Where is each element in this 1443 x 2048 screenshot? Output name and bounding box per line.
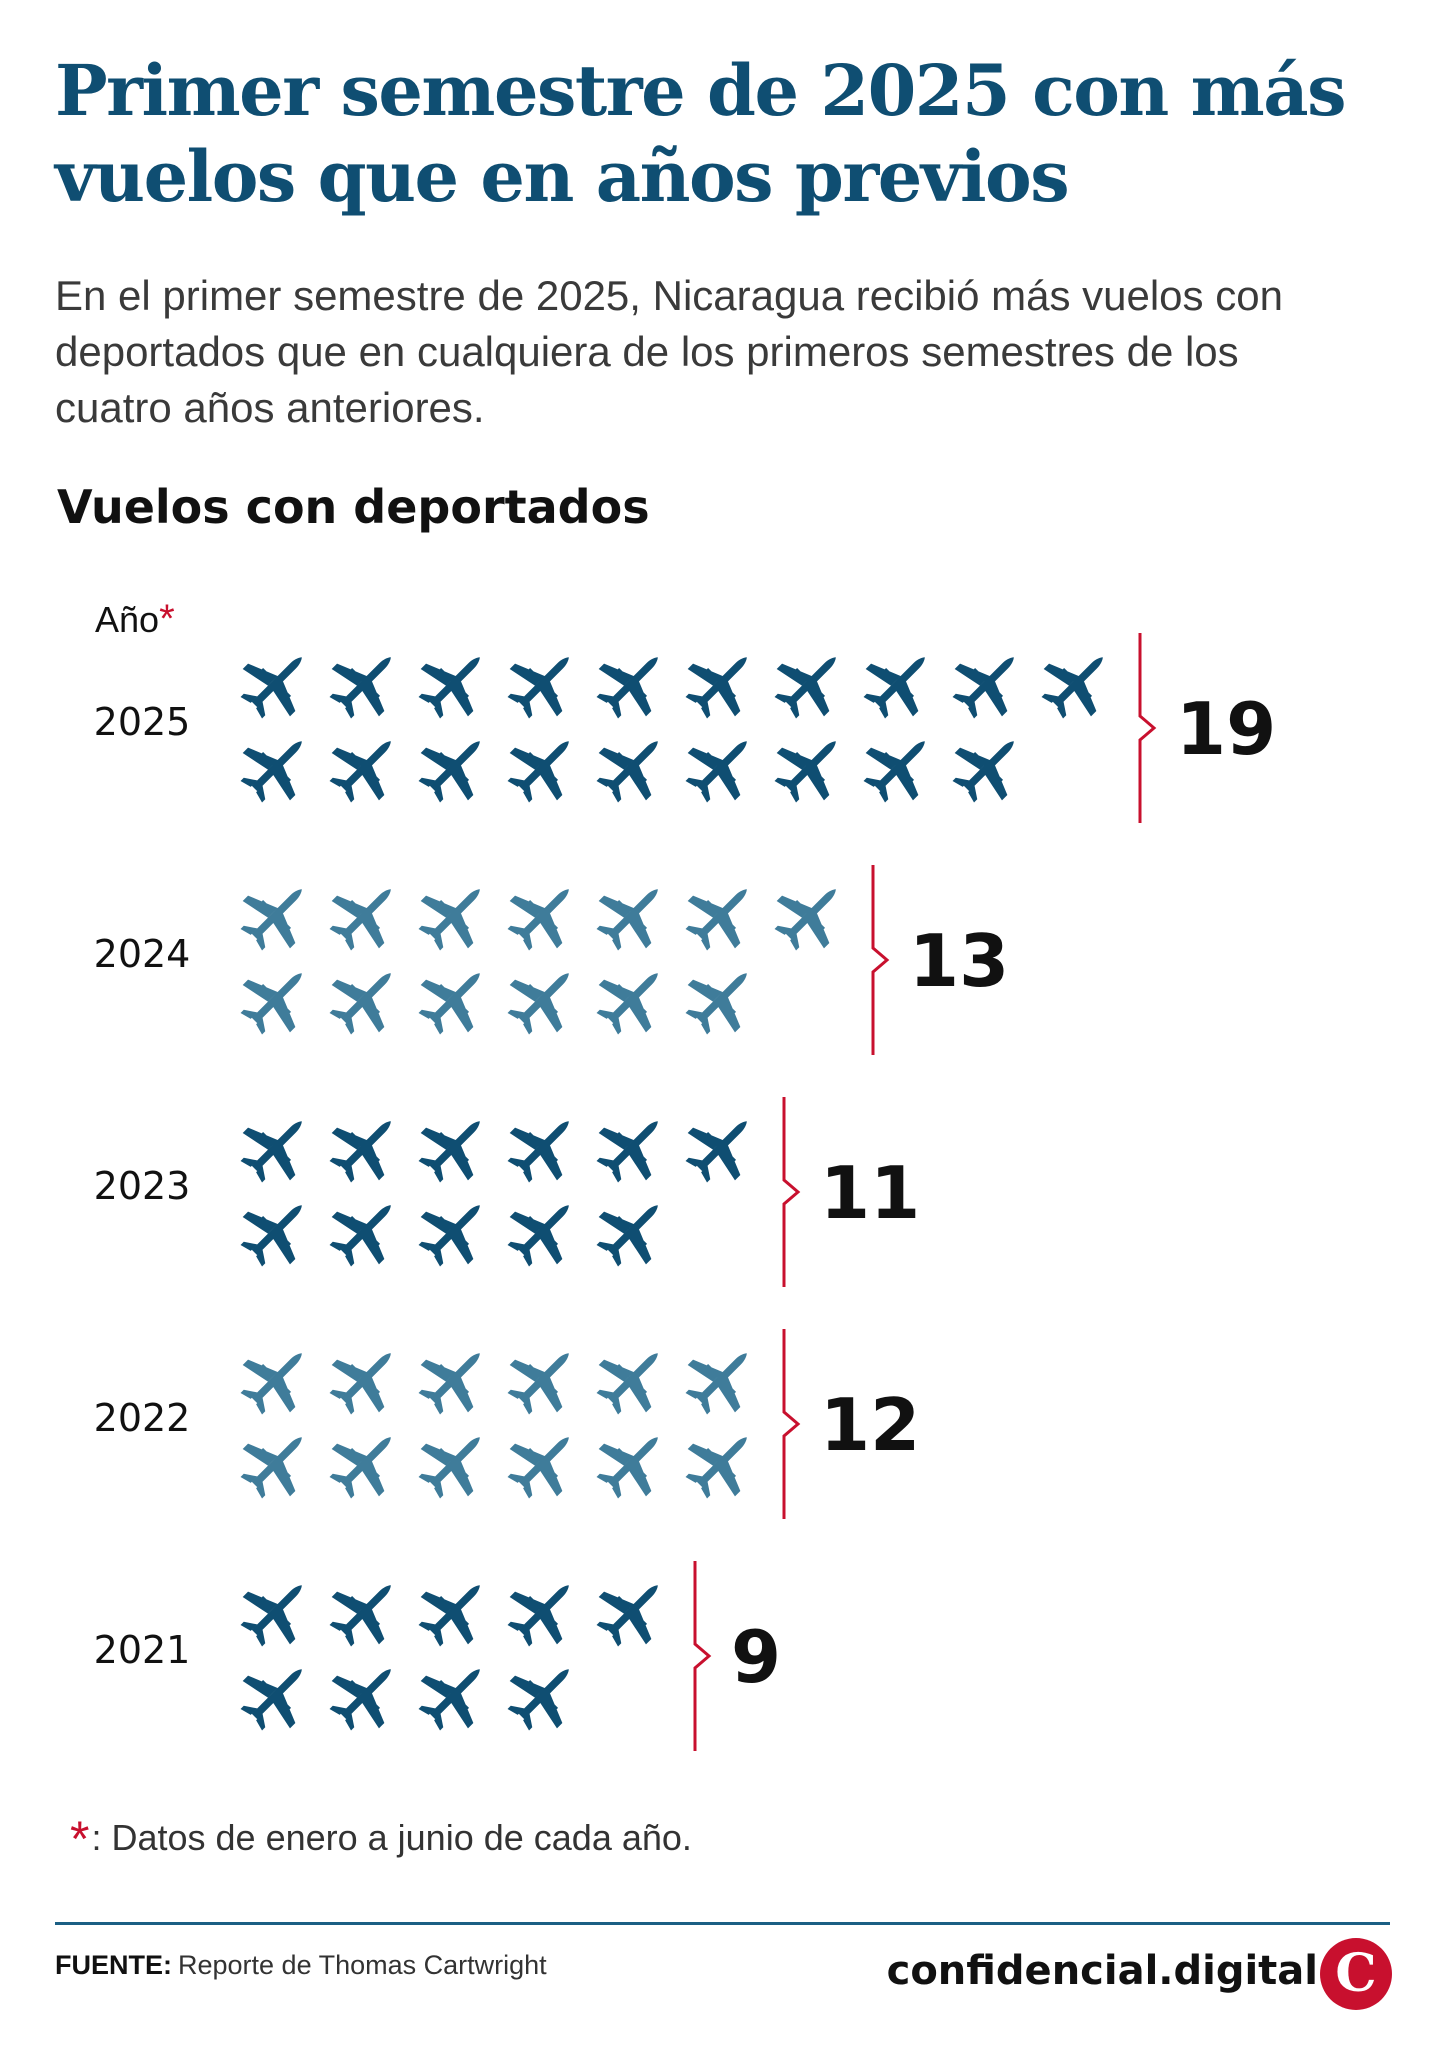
- source-text: Reporte de Thomas Cartwright: [178, 1950, 547, 1980]
- brand-logo[interactable]: C: [1320, 1938, 1392, 2010]
- airplane-icon: [416, 729, 492, 805]
- airplane-icon: [327, 1109, 403, 1185]
- airplane-icon: [772, 645, 848, 721]
- chart-title: Vuelos con deportados: [57, 480, 650, 534]
- airplane-icon: [505, 729, 581, 805]
- airplane-icon: [505, 645, 581, 721]
- airplane-icon: [505, 1573, 581, 1649]
- total-bracket: [782, 1329, 801, 1519]
- airplane-icon: [594, 645, 670, 721]
- airplane-icon: [416, 1193, 492, 1269]
- airplane-icon: [505, 961, 581, 1037]
- total-value: 11: [820, 1151, 920, 1235]
- airplane-icon: [594, 877, 670, 953]
- year-label: 2023: [94, 1164, 191, 1208]
- airplane-icon: [416, 1425, 492, 1501]
- total-value: 19: [1176, 687, 1276, 771]
- airplane-icon: [238, 1425, 314, 1501]
- airplane-icon: [594, 1193, 670, 1269]
- footnote-marker: *: [70, 1811, 90, 1867]
- total-value: 9: [731, 1615, 781, 1699]
- airplane-icon: [238, 1109, 314, 1185]
- airplane-icon: [238, 645, 314, 721]
- page-subtitle: En el primer semestre de 2025, Nicaragua…: [55, 272, 1283, 431]
- year-label: 2021: [94, 1628, 191, 1672]
- airplane-icon: [416, 961, 492, 1037]
- airplane-icon: [594, 1109, 670, 1185]
- airplane-icon: [327, 1341, 403, 1417]
- airplane-icon: [238, 1573, 314, 1649]
- footer-divider: [55, 1922, 1390, 1925]
- airplane-icon: [416, 1573, 492, 1649]
- airplane-icon: [327, 645, 403, 721]
- total-bracket: [693, 1561, 712, 1751]
- airplane-icon: [505, 1425, 581, 1501]
- airplane-icon: [416, 1109, 492, 1185]
- source-credit: FUENTE: Reporte de Thomas Cartwright: [55, 1950, 547, 1981]
- total-bracket: [871, 865, 890, 1055]
- airplane-icon: [505, 877, 581, 953]
- airplane-icon: [416, 1341, 492, 1417]
- airplane-icon: [861, 645, 937, 721]
- airplane-icon: [683, 961, 759, 1037]
- airplane-icon: [327, 729, 403, 805]
- airplane-icon: [505, 1657, 581, 1733]
- total-bracket: [782, 1097, 801, 1287]
- airplane-icon: [238, 1341, 314, 1417]
- year-label: 2025: [94, 700, 191, 744]
- airplane-icon: [416, 645, 492, 721]
- airplane-icon: [772, 877, 848, 953]
- total-value: 13: [909, 919, 1009, 1003]
- source-label: FUENTE:: [55, 1950, 172, 1980]
- airplane-icon: [950, 645, 1026, 721]
- airplane-icon: [683, 729, 759, 805]
- airplane-icon: [327, 1425, 403, 1501]
- airplane-icon: [238, 877, 314, 953]
- footnote: *: Datos de enero a junio de cada año.: [70, 1810, 692, 1868]
- category-axis-marker: *: [159, 597, 175, 641]
- airplane-icon: [683, 645, 759, 721]
- airplane-icon: [594, 1341, 670, 1417]
- total-bracket: [1138, 633, 1157, 823]
- airplane-icon: [594, 1425, 670, 1501]
- airplane-icon: [505, 1109, 581, 1185]
- airplane-icon: [594, 961, 670, 1037]
- airplane-icon: [683, 877, 759, 953]
- total-value: 12: [820, 1383, 920, 1467]
- airplane-icon: [594, 1573, 670, 1649]
- airplane-icon: [238, 729, 314, 805]
- airplane-icon: [950, 729, 1026, 805]
- airplane-icon: [416, 877, 492, 953]
- footnote-text: : Datos de enero a junio de cada año.: [91, 1817, 692, 1858]
- brand-name[interactable]: confidencial.digital: [886, 1948, 1318, 1994]
- year-label: 2022: [94, 1396, 191, 1440]
- airplane-icon: [416, 1657, 492, 1733]
- airplane-icon: [683, 1425, 759, 1501]
- airplane-icon: [683, 1341, 759, 1417]
- airplane-icon: [327, 1657, 403, 1733]
- airplane-icon: [772, 729, 848, 805]
- airplane-icon: [861, 729, 937, 805]
- year-label: 2024: [94, 932, 191, 976]
- category-axis-label: Año*: [95, 597, 175, 641]
- page-title: Primer semestre de 2025 con más vuelos q…: [55, 49, 1347, 218]
- airplane-icon: [327, 1573, 403, 1649]
- airplane-icon: [505, 1193, 581, 1269]
- airplane-icon: [238, 961, 314, 1037]
- flights-pictogram-chart: Año* 2025 19 2024 13 2023 11 2022 12 2021 9: [94, 597, 1276, 1751]
- airplane-icon: [238, 1193, 314, 1269]
- airplane-icon: [327, 877, 403, 953]
- airplane-icon: [1039, 645, 1115, 721]
- airplane-icon: [327, 1193, 403, 1269]
- airplane-icon: [683, 1109, 759, 1185]
- airplane-icon: [594, 729, 670, 805]
- airplane-icon: [505, 1341, 581, 1417]
- airplane-icon: [238, 1657, 314, 1733]
- airplane-icon: [327, 961, 403, 1037]
